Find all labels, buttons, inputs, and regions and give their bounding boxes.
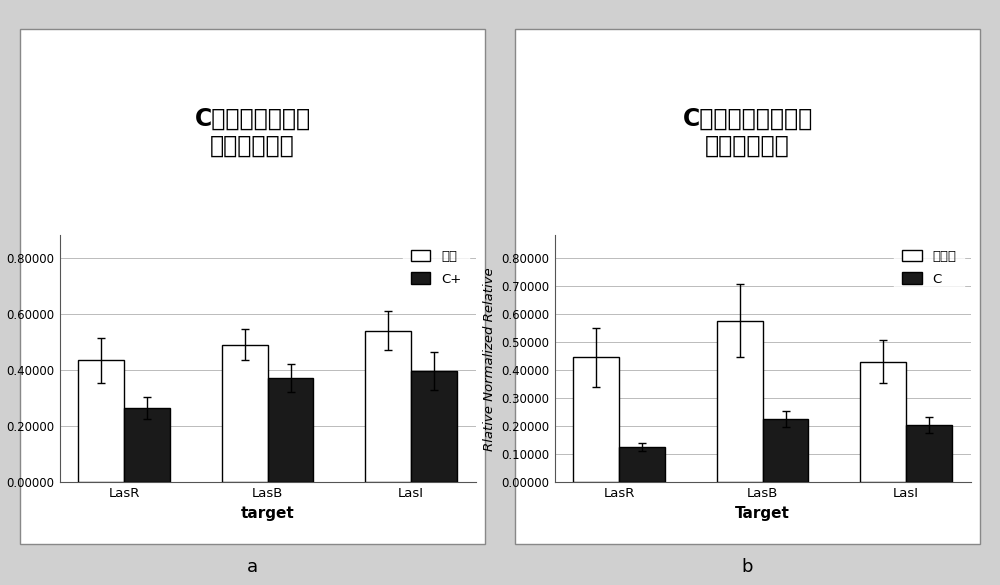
Text: a: a <box>247 558 258 576</box>
Bar <box>763 419 808 482</box>
Bar <box>78 360 124 482</box>
Bar <box>222 345 268 482</box>
Legend: 质控, C+: 质控, C+ <box>403 242 469 294</box>
X-axis label: Target: Target <box>735 505 790 521</box>
Y-axis label: Rlative Normalized Relative: Rlative Normalized Relative <box>483 267 496 450</box>
X-axis label: target: target <box>241 505 294 521</box>
Bar <box>268 378 313 482</box>
Bar <box>573 357 619 482</box>
Text: b: b <box>742 558 753 576</box>
Text: C对质控菌株目的
基因表达影响: C对质控菌株目的 基因表达影响 <box>194 106 311 158</box>
Bar <box>619 447 665 482</box>
Legend: 孔庆祥, C: 孔庆祥, C <box>894 242 964 294</box>
Bar <box>860 362 906 482</box>
Bar <box>365 331 411 482</box>
Text: C对孔庆祥菌株目的
基因表达影响: C对孔庆祥菌株目的 基因表达影响 <box>682 106 813 158</box>
Bar <box>717 321 763 482</box>
Bar <box>124 408 170 482</box>
Bar <box>411 371 457 482</box>
Bar <box>906 425 952 482</box>
